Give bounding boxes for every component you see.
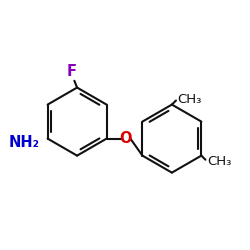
Text: F: F (67, 64, 77, 80)
Text: CH₃: CH₃ (207, 154, 231, 168)
Text: NH₂: NH₂ (8, 134, 40, 150)
Text: O: O (119, 131, 132, 146)
Text: CH₃: CH₃ (177, 93, 202, 106)
